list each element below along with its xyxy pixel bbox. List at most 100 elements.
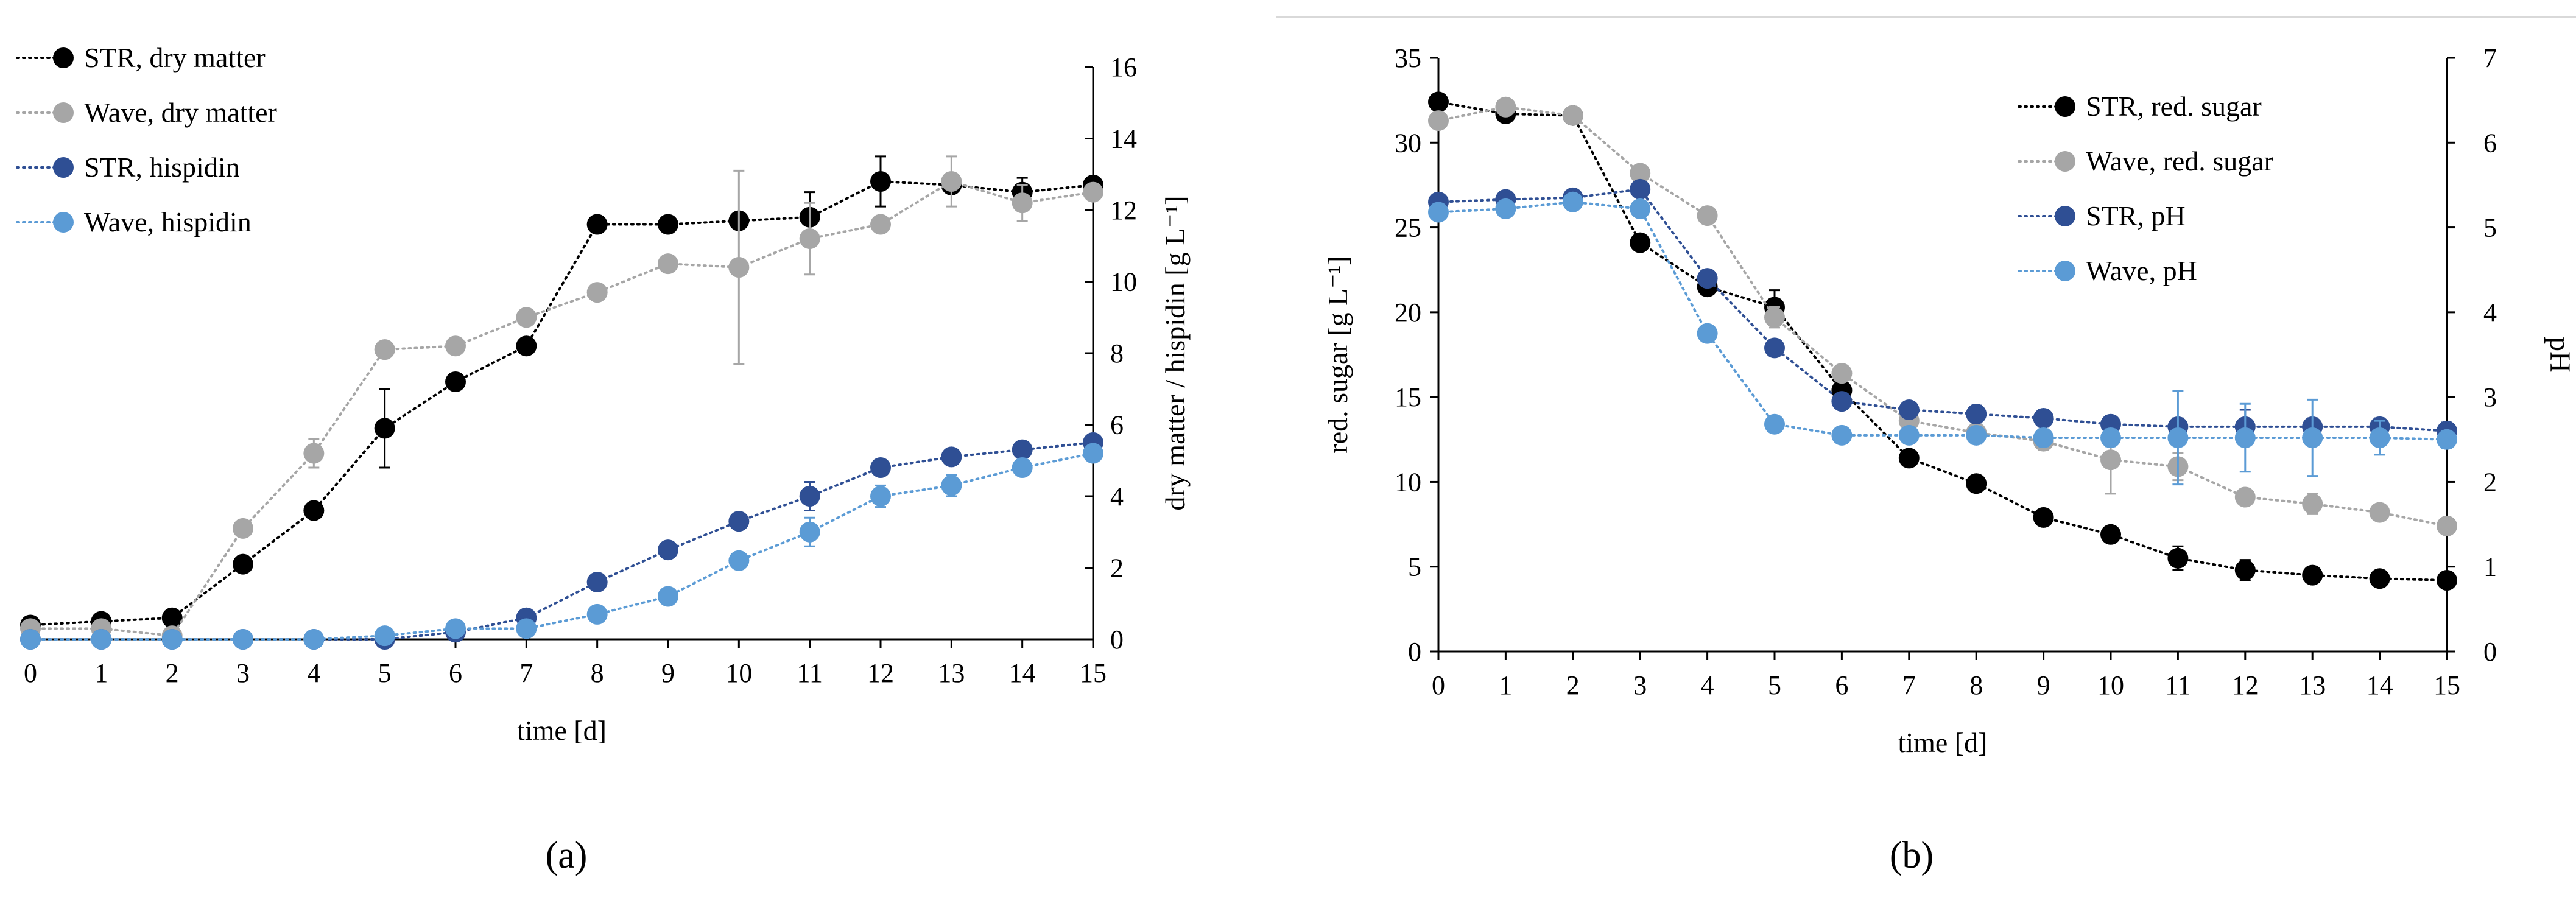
y2-tick-label: 7 [2483, 43, 2497, 73]
x-axis-title: time [d] [517, 715, 607, 746]
data-point [870, 457, 891, 478]
data-point [728, 257, 750, 278]
legend: STR, dry matter Wave, dry matter STR, hisp… [16, 42, 277, 237]
legend-label: Wave, pH [2086, 255, 2197, 286]
data-point [1898, 448, 1920, 469]
data-point [374, 339, 395, 360]
series-line [1437, 188, 2448, 432]
data-point [1012, 457, 1033, 478]
data-point [1898, 424, 1920, 446]
x-tick-label: 9 [2037, 670, 2050, 700]
data-point [1562, 191, 1583, 212]
data-point [658, 214, 678, 235]
data-point [20, 629, 41, 650]
x-tick-label: 4 [307, 658, 320, 688]
data-point [303, 443, 325, 464]
data-point [870, 171, 891, 192]
data-point [1697, 268, 1718, 289]
data-point [586, 282, 608, 303]
y-tick-label: 0 [1408, 637, 1421, 667]
x-tick-label: 0 [24, 658, 37, 688]
y-tick-label: 30 [1395, 128, 1421, 158]
y-tick-label: 20 [1395, 298, 1421, 328]
x-tick-label: 3 [236, 658, 250, 688]
data-point [516, 618, 537, 639]
data-point [1831, 391, 1853, 412]
legend-label: Wave, hispidin [84, 206, 252, 237]
y2-axis-title: pH [2544, 337, 2576, 373]
y-tick-label: 35 [1395, 43, 1421, 73]
data-point [2033, 507, 2054, 528]
data-point [1083, 443, 1103, 464]
y-tick-label: 10 [1110, 267, 1137, 297]
data-point [1630, 232, 1651, 253]
y-tick-label: 6 [1110, 410, 1124, 440]
data-point [728, 511, 750, 532]
data-point [1966, 424, 1987, 446]
data-point [2234, 486, 2256, 508]
series-line [1437, 105, 2448, 527]
x-tick-label: 12 [2232, 670, 2259, 700]
y2-tick-label: 0 [2483, 637, 2497, 667]
legend-marker [2055, 151, 2075, 172]
x-tick-label: 9 [661, 658, 675, 688]
y2-tick-label: 1 [2483, 552, 2497, 582]
x-tick-label: 15 [2433, 670, 2460, 700]
y-tick-label: 14 [1110, 124, 1137, 154]
x-tick-label: 3 [1633, 670, 1647, 700]
x-tick-label: 5 [378, 658, 392, 688]
data-point [91, 629, 112, 650]
x-tick-label: 14 [2367, 670, 2393, 700]
legend-marker [2055, 261, 2075, 281]
data-point [2033, 427, 2054, 448]
data-point [161, 607, 183, 628]
data-point [374, 418, 395, 439]
y-tick-label: 4 [1110, 482, 1124, 511]
x-tick-label: 6 [449, 658, 462, 688]
y-tick-label: 25 [1395, 213, 1421, 243]
y2-tick-label: 6 [2483, 128, 2497, 158]
x-tick-label: 2 [1566, 670, 1580, 700]
data-point [233, 629, 253, 650]
data-point [1495, 96, 1516, 118]
legend-marker [2055, 96, 2075, 117]
x-tick-label: 7 [519, 658, 533, 688]
legend: STR, red. sugar Wave, red. sugar STR, pH Wa… [2018, 91, 2273, 286]
x-tick-label: 5 [1768, 670, 1781, 700]
data-point [2369, 502, 2390, 523]
data-point [1083, 181, 1103, 203]
data-point [941, 171, 962, 192]
data-point [516, 335, 537, 357]
y-tick-label: 15 [1395, 382, 1421, 412]
legend-label: STR, dry matter [84, 42, 266, 73]
legend-marker [53, 157, 74, 178]
data-point [1630, 163, 1651, 184]
data-point [2234, 427, 2256, 448]
x-tick-label: 2 [166, 658, 179, 688]
data-point [1428, 110, 1449, 132]
x-axis-title: time [d] [1898, 727, 1988, 758]
data-point [303, 500, 325, 521]
legend-label: Wave, dry matter [84, 97, 277, 128]
data-point [2437, 570, 2457, 591]
data-point [728, 550, 750, 571]
y-tick-label: 16 [1110, 52, 1137, 82]
x-tick-label: 0 [1432, 670, 1445, 700]
data-point [2369, 427, 2390, 448]
y-tick-label: 2 [1110, 553, 1124, 583]
data-point [161, 629, 183, 650]
data-point [1012, 439, 1033, 460]
y-axis-title: red. sugar [g L⁻¹] [1322, 256, 1353, 453]
data-point [1764, 413, 1785, 435]
series-line [1437, 100, 2448, 581]
data-point [2234, 560, 2256, 581]
data-point [303, 629, 325, 650]
data-point [2100, 524, 2121, 545]
data-point [586, 572, 608, 592]
data-point [1831, 363, 1853, 384]
x-tick-label: 7 [1902, 670, 1916, 700]
data-point [1012, 192, 1033, 214]
data-point [658, 253, 678, 275]
data-point [445, 371, 466, 392]
legend-marker [53, 47, 74, 68]
